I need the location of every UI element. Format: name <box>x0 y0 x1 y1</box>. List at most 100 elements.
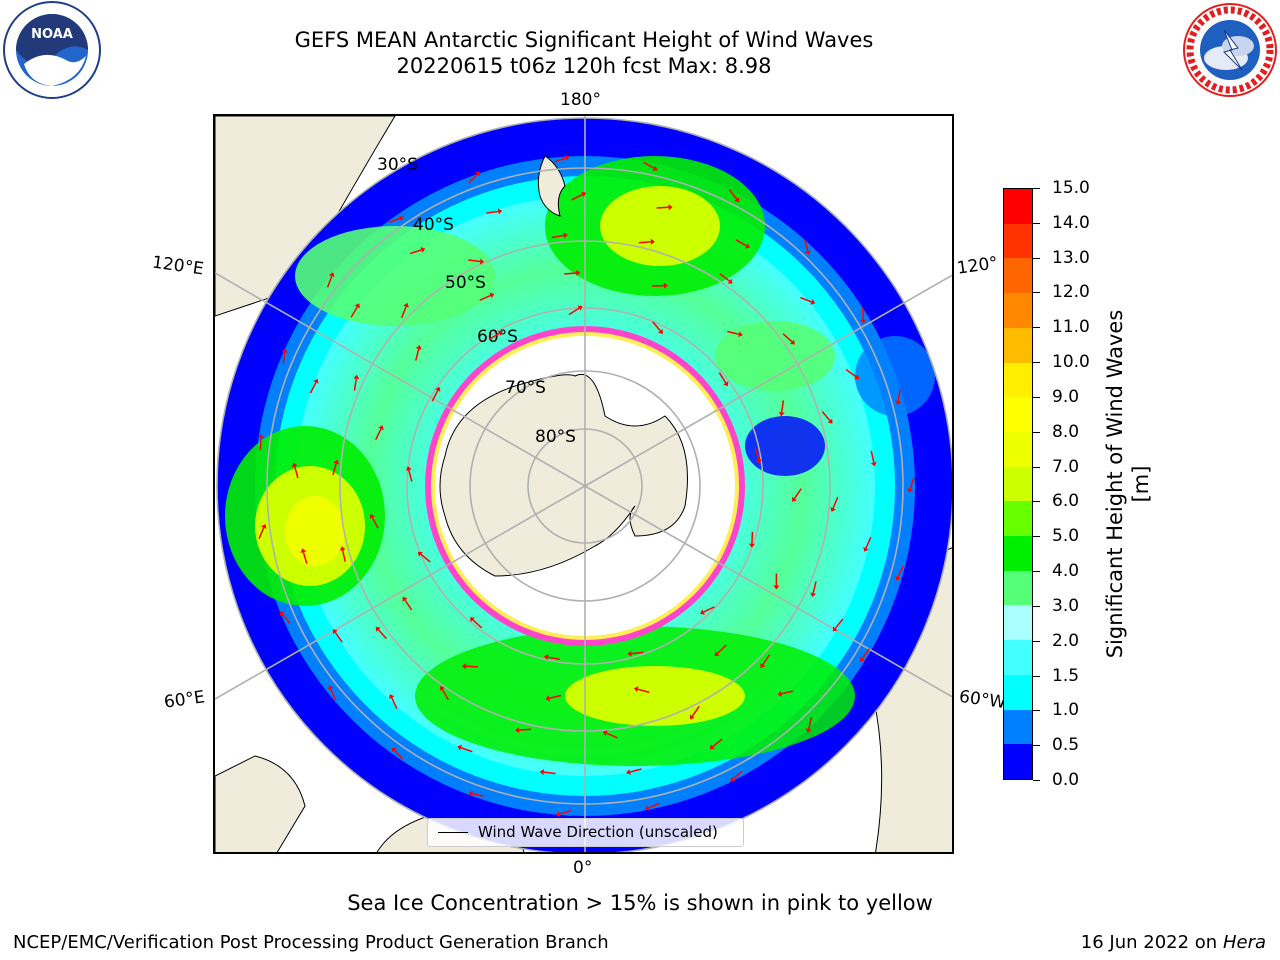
lon-label-60e: 60°E <box>162 687 207 713</box>
wave-direction-arrowhead <box>699 609 705 615</box>
wave-direction-arrowhead <box>388 694 395 699</box>
wave-direction-arrow <box>329 688 337 701</box>
chart-title: GEFS MEAN Antarctic Significant Height o… <box>294 28 874 52</box>
wave-direction-arrowhead <box>689 714 695 720</box>
wave-direction-arrow <box>656 206 669 209</box>
noaa-logo: NOAA <box>0 0 104 104</box>
wave-direction-arrow <box>409 249 422 255</box>
wave-direction-arrow <box>377 629 387 640</box>
wave-direction-arrowhead <box>863 546 869 552</box>
wave-direction-arrowhead <box>778 411 785 417</box>
wave-direction-arrowhead <box>663 282 668 289</box>
colorbar <box>1003 188 1033 780</box>
wave-direction-arrow <box>718 372 727 384</box>
colorbar-bin <box>1004 640 1032 675</box>
wave-direction-arrow <box>394 749 404 760</box>
wave-direction-arrow <box>821 410 831 422</box>
lon-grid <box>215 116 952 852</box>
wave-direction-arrowhead <box>545 695 551 702</box>
wave-direction-arrowhead <box>627 650 632 657</box>
lon-label-120w: 120° <box>955 253 1000 279</box>
wave-direction-arrow <box>629 768 642 773</box>
wave-direction-arrow <box>353 378 358 391</box>
lon-label-60w: 60°W <box>957 686 1008 714</box>
wave-direction-arrow <box>302 551 308 564</box>
wave-direction-arrowhead <box>489 292 495 299</box>
wave-direction-arrow <box>834 618 844 629</box>
wave-direction-arrow <box>564 272 577 275</box>
wave-direction-arrow <box>793 488 802 499</box>
wave-direction-arrow <box>800 296 812 303</box>
map-panel: 30°S 40°S 50°S 60°S 70°S 80°S <box>213 114 954 854</box>
wave-direction-arrow <box>465 665 479 668</box>
wave-direction-arrowhead <box>760 663 766 669</box>
colorbar-tick-mark <box>1033 327 1040 329</box>
wave-direction-arrow <box>282 352 286 365</box>
colorbar-tick-label: 10.0 <box>1052 352 1090 373</box>
colorbar-tick-mark <box>1033 466 1040 468</box>
colorbar-bin <box>1004 674 1032 710</box>
colorbar-tick-mark <box>1033 710 1040 712</box>
wave-direction-arrow <box>404 599 413 611</box>
wave-direction-arrowhead <box>479 258 485 265</box>
nws-logo <box>1180 0 1280 104</box>
wave-direction-arrowhead <box>339 546 346 551</box>
colorbar-tick-mark <box>1033 675 1040 677</box>
wind-wave-arrows <box>258 155 915 817</box>
wave-direction-arrowhead <box>369 514 376 519</box>
colorbar-tick-label: 11.0 <box>1052 317 1090 338</box>
wave-direction-arrow <box>861 648 870 659</box>
wave-direction-arrowhead <box>626 769 631 775</box>
wave-direction-arrow <box>728 189 738 200</box>
wave-direction-arrowhead <box>279 611 285 617</box>
wave-direction-arrowhead <box>497 208 503 215</box>
wave-direction-arrowhead <box>734 197 740 203</box>
wave-direction-arrow <box>471 793 485 797</box>
colorbar-bin <box>1004 605 1032 641</box>
wave-direction-arrowhead <box>773 585 780 590</box>
wave-direction-arrowhead <box>300 548 307 554</box>
wave-direction-arrowhead <box>658 328 663 334</box>
wave-direction-arrow <box>468 259 481 263</box>
wave-direction-arrowhead <box>805 728 812 733</box>
wave-direction-arrowhead <box>810 299 816 305</box>
wave-direction-arrow <box>897 565 904 578</box>
wave-direction-arrow <box>719 273 730 282</box>
wave-direction-arrow <box>703 606 715 613</box>
colorbar-tick-mark <box>1033 188 1040 189</box>
colorbar-tick-mark <box>1033 780 1040 781</box>
lat-label-80: 80°S <box>535 427 576 447</box>
wave-direction-arrowhead <box>576 270 581 276</box>
colorbar-bin <box>1004 327 1032 363</box>
wave-direction-arrowhead <box>563 232 568 239</box>
wave-direction-arrow <box>691 705 700 717</box>
lat-label-60: 60°S <box>477 327 518 347</box>
colorbar-bin <box>1004 501 1032 537</box>
wave-direction-arrowhead <box>354 303 360 309</box>
colorbar-tick-mark <box>1033 571 1040 573</box>
wave-direction-arrowhead <box>633 686 639 693</box>
wave-direction-arrowhead <box>745 243 750 249</box>
wave-direction-arrowhead <box>539 769 545 776</box>
wave-direction-arrowhead <box>403 302 409 308</box>
wave-direction-arrowhead <box>328 272 335 278</box>
wave-direction-arrow <box>549 694 562 700</box>
colorbar-tick-label: 12.0 <box>1052 282 1090 303</box>
wave-direction-arrowhead <box>313 378 319 384</box>
colorbar-tick-label: 15.0 <box>1052 178 1090 198</box>
wave-direction-arrow <box>472 619 483 629</box>
wave-direction-arrow <box>559 810 572 815</box>
chart-subtitle: 20220615 t06z 120h fcst Max: 8.98 <box>396 54 772 78</box>
colorbar-tick-label: 6.0 <box>1052 491 1080 512</box>
wave-direction-arrow <box>259 438 262 451</box>
colorbar-bin <box>1004 293 1032 328</box>
wave-direction-arrow <box>762 654 771 666</box>
run-date: 16 Jun 2022 on Hera <box>1081 932 1266 953</box>
colorbar-bin <box>1004 744 1032 779</box>
wave-direction-arrowhead <box>439 685 445 691</box>
wave-direction-arrowhead <box>402 596 408 602</box>
run-host: Hera <box>1222 932 1266 953</box>
lon-label-0: 0° <box>573 858 593 878</box>
wave-direction-arrowhead <box>398 215 404 222</box>
colorbar-bin <box>1004 258 1032 294</box>
